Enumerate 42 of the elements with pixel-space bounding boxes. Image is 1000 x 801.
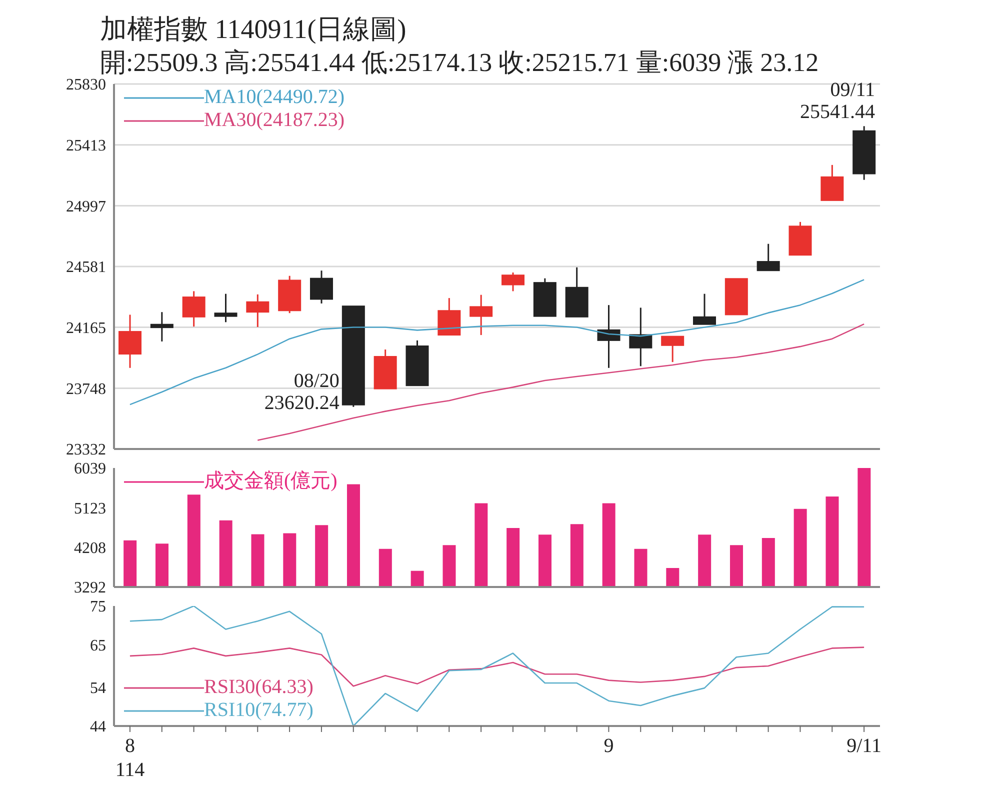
candlestick [756, 243, 780, 272]
x-tick-label: 9/11 [846, 735, 882, 757]
line-series [256, 323, 865, 441]
candlestick [820, 164, 844, 202]
candlestick [118, 314, 142, 369]
candlestick [310, 270, 333, 304]
annotation: 08/20 23620.24 [264, 370, 340, 414]
annotation: 09/11 25541.44 [800, 79, 876, 124]
y-tick-label: 24997 [66, 198, 106, 216]
candlestick [182, 290, 206, 328]
legend-label: MA30(24187.23) [204, 109, 345, 132]
y-tick-label: 65 [90, 637, 106, 654]
y-tick-label: 5123 [74, 500, 106, 518]
y-tick-label: 6039 [74, 460, 106, 478]
y-tick-label: 23332 [66, 442, 106, 459]
candlestick [629, 306, 652, 367]
candlestick [470, 294, 493, 336]
legend-label: RSI10(74.77) [204, 699, 314, 722]
y-tick-label: 44 [90, 718, 106, 736]
y-tick-label: 75 [90, 598, 106, 616]
candlestick [246, 294, 270, 328]
y-tick-label: 3292 [74, 580, 106, 597]
y-tick-label: 54 [90, 680, 106, 697]
y-tick-label: 25830 [66, 76, 106, 94]
y-tick-label: 24581 [66, 259, 106, 276]
y-tick-label: 4208 [74, 540, 106, 557]
chart-subtitle: 開:25509.3 高:25541.44 低:25174.13 收:25215.71 量:6039 漲 23.12 [100, 47, 820, 78]
y-tick-label: 24165 [66, 320, 106, 337]
legend-label: 成交金額(億元) [204, 470, 338, 493]
x-tick-label: 9 [604, 735, 614, 757]
y-tick-label: 25413 [66, 138, 106, 155]
candlestick [502, 272, 524, 292]
y-tick-label: 23748 [66, 380, 106, 398]
legend-label: MA10(24490.72) [204, 86, 345, 109]
candlestick [150, 311, 174, 342]
candlestick [661, 336, 684, 363]
candlestick [214, 293, 238, 323]
line-series [129, 606, 865, 726]
legend-label: RSI30(64.33) [204, 676, 314, 699]
candlestick [693, 293, 716, 326]
x-tick-label: 8 114 [115, 735, 145, 781]
chart-title: 加權指數 1140911(日線圖) [100, 13, 408, 46]
